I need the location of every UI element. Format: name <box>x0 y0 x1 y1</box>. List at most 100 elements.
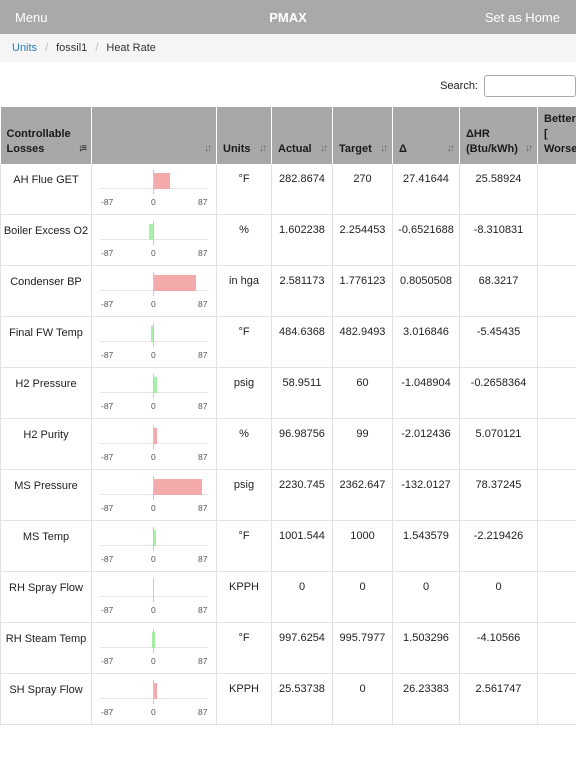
target-cell: 2362.647 <box>332 469 393 521</box>
target-cell: 995.7977 <box>332 622 393 674</box>
column-header-delta-hr[interactable]: ΔHR (Btu/kWh) ↓↑ <box>459 107 538 164</box>
better-worse-cell <box>537 367 576 419</box>
search-label: Search: <box>440 80 478 92</box>
units-cell: KPPH <box>216 571 272 623</box>
better-worse-cell <box>537 265 576 317</box>
table-row[interactable]: RH Steam Temp -87 0 87 °F 997.6254 995.7977 1.5… <box>0 622 576 674</box>
chart-zero-axis <box>153 272 154 296</box>
chart-tick-min: -87 <box>101 350 114 360</box>
target-cell: 0 <box>332 673 393 725</box>
delta-hr-bar <box>154 275 196 291</box>
set-as-home-button[interactable]: Set as Home <box>484 9 560 25</box>
chart-tick-min: -87 <box>101 248 114 258</box>
delta-cell: 3.016846 <box>392 316 460 368</box>
chart-tick-zero: 0 <box>151 350 156 360</box>
delta-hr-cell: -0.2658364 <box>459 367 538 419</box>
units-cell: psig <box>216 469 272 521</box>
column-header-actual[interactable]: Actual ↓↑ <box>271 107 333 164</box>
delta-hr-cell: -8.310831 <box>459 214 538 266</box>
table-row[interactable]: MS Pressure -87 0 87 psig 2230.745 2362.647 -13… <box>0 469 576 521</box>
units-cell: °F <box>216 520 272 572</box>
column-header-better-worse[interactable]: Better ][ Worse <box>537 107 576 164</box>
table-row[interactable]: H2 Pressure -87 0 87 psig 58.9511 60 -1.048904-… <box>0 367 576 419</box>
target-cell: 482.9493 <box>332 316 393 368</box>
menu-button[interactable]: Menu <box>15 9 48 25</box>
chart-tick-max: 87 <box>198 503 208 513</box>
sort-icon: ↓↑ <box>204 143 212 154</box>
actual-cell: 2230.745 <box>271 469 333 521</box>
chart-tick-min: -87 <box>101 197 114 207</box>
delta-hr-chart-cell: -87 0 87 <box>91 214 217 266</box>
delta-hr-chart: -87 0 87 <box>92 572 216 622</box>
better-worse-cell <box>537 571 576 623</box>
chart-tick-max: 87 <box>198 656 208 666</box>
column-header-label: Controllable Losses <box>6 128 71 155</box>
actual-cell: 2.581173 <box>271 265 333 317</box>
table-row[interactable]: SH Spray Flow -87 0 87 KPPH 25.53738 0 26.23383… <box>0 673 576 725</box>
column-header-units[interactable]: Units ↓↑ <box>216 107 272 164</box>
delta-cell: -0.6521688 <box>392 214 460 266</box>
loss-name: RH Spray Flow <box>0 571 92 623</box>
loss-name: Boiler Excess O2 <box>0 214 92 266</box>
table-row[interactable]: Condenser BP -87 0 87 in hga 2.581173 1.776123… <box>0 265 576 317</box>
delta-hr-chart: -87 0 87 <box>92 215 216 265</box>
target-cell: 270 <box>332 164 393 215</box>
delta-hr-chart-cell: -87 0 87 <box>91 673 217 725</box>
column-header-losses[interactable]: Controllable Losses ↓≡ <box>0 107 92 164</box>
target-cell: 60 <box>332 367 393 419</box>
target-cell: 99 <box>332 418 393 470</box>
column-header-chart[interactable]: ↓↑ <box>91 107 217 164</box>
table-row[interactable]: RH Spray Flow -87 0 87 KPPH 0 0 0 0 <box>0 571 576 623</box>
breadcrumb-separator: / <box>45 42 49 54</box>
delta-hr-bar <box>154 683 157 699</box>
actual-cell: 282.8674 <box>271 164 333 215</box>
loss-name: RH Steam Temp <box>0 622 92 674</box>
actual-cell: 1001.544 <box>271 520 333 572</box>
sort-icon: ↓↑ <box>320 143 328 154</box>
chart-tick-min: -87 <box>101 707 114 717</box>
chart-tick-zero: 0 <box>151 197 156 207</box>
delta-hr-cell: 0 <box>459 571 538 623</box>
actual-cell: 25.53738 <box>271 673 333 725</box>
table-row[interactable]: Final FW Temp -87 0 87 °F 484.6368 482.9493 3.0… <box>0 316 576 368</box>
chart-zero-axis <box>153 425 154 449</box>
table-row[interactable]: AH Flue GET -87 0 87 °F 282.8674 270 27.41644 25… <box>0 164 576 215</box>
table-row[interactable]: H2 Purity -87 0 87% 96.98756 99 -2.012436 5.070… <box>0 418 576 470</box>
delta-cell: 0.8050508 <box>392 265 460 317</box>
delta-hr-chart: -87 0 87 <box>92 623 216 673</box>
chart-tick-max: 87 <box>198 350 208 360</box>
units-cell: % <box>216 214 272 266</box>
chart-tick-max: 87 <box>198 452 208 462</box>
column-header-target[interactable]: Target ↓↑ <box>332 107 393 164</box>
better-worse-cell <box>537 214 576 266</box>
delta-hr-cell: -5.45435 <box>459 316 538 368</box>
search-bar: Search: <box>440 75 576 97</box>
search-input[interactable] <box>484 75 576 97</box>
delta-hr-chart-cell: -87 0 87 <box>91 469 217 521</box>
table-row[interactable]: Boiler Excess O2 -87 0 87% 1.602238 2.254453-… <box>0 214 576 266</box>
breadcrumb-units-link[interactable]: Units <box>12 42 38 54</box>
chart-zero-axis <box>153 629 154 653</box>
delta-hr-bar <box>150 326 154 342</box>
loss-name: SH Spray Flow <box>0 673 92 725</box>
delta-hr-chart-cell: -87 0 87 <box>91 418 217 470</box>
chart-tick-max: 87 <box>198 401 208 411</box>
delta-hr-chart: -87 0 87 <box>92 368 216 418</box>
delta-hr-bar <box>148 224 154 240</box>
delta-hr-chart-cell: -87 0 87 <box>91 367 217 419</box>
better-worse-cell <box>537 316 576 368</box>
actual-cell: 484.6368 <box>271 316 333 368</box>
chart-zero-axis <box>153 170 154 194</box>
table-row[interactable]: MS Temp -87 0 87 °F 1001.544 1000 1.543579 -2.21… <box>0 520 576 572</box>
losses-table-container: Controllable Losses ↓≡ ↓↑ Units ↓↑ Actual ↓… <box>0 107 576 725</box>
column-header-delta[interactable]: Δ ↓↑ <box>392 107 460 164</box>
chart-tick-min: -87 <box>101 503 114 513</box>
delta-hr-chart-cell: -87 0 87 <box>91 571 217 623</box>
column-header-label: Target <box>339 143 372 155</box>
chart-tick-min: -87 <box>101 401 114 411</box>
column-header-label: Better ][ Worse <box>544 113 576 155</box>
delta-hr-cell: 68.3217 <box>459 265 538 317</box>
chart-tick-min: -87 <box>101 554 114 564</box>
loss-name: H2 Pressure <box>0 367 92 419</box>
delta-hr-cell: -4.10566 <box>459 622 538 674</box>
